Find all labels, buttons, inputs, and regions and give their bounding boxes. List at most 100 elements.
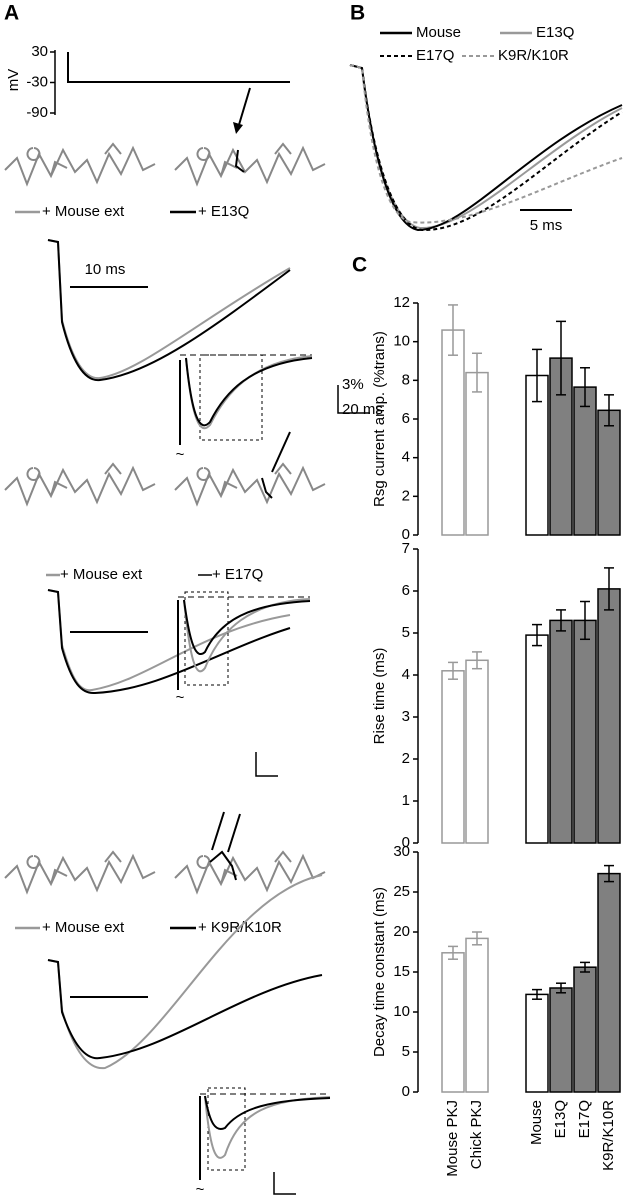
legend-label: E13Q [536, 24, 574, 41]
bar [441, 952, 465, 1093]
y-axis-label: Rise time (ms) [371, 648, 388, 745]
trace-set: ~ [47, 874, 331, 1198]
legend-label: + E17Q [212, 566, 263, 583]
x-tick-label: E13Q [552, 1100, 569, 1138]
trace [204, 1095, 331, 1130]
panel-label: A [4, 2, 19, 25]
x-tick-label: K9R/K10R [600, 1100, 617, 1171]
molecule [4, 851, 156, 893]
trace [349, 64, 623, 224]
molecule [4, 143, 156, 185]
scale-label: 10 ms [85, 261, 126, 278]
bar [525, 634, 549, 844]
y-tick-label: -30 [26, 73, 48, 90]
molecule [4, 463, 156, 505]
y-tick-label: 2 [402, 487, 410, 504]
y-tick-label: 2 [402, 750, 410, 767]
axis-label: mV [5, 69, 22, 92]
y-tick-label: 25 [393, 883, 410, 900]
scale-label: 20 ms [342, 401, 383, 418]
legend-label: + E13Q [198, 203, 249, 220]
y-tick-label: 30 [31, 43, 48, 60]
legend-label: + Mouse ext [42, 203, 125, 220]
y-tick-label: 6 [402, 582, 410, 599]
bar [465, 937, 489, 1093]
bar [573, 966, 597, 1093]
y-tick-label: 20 [393, 923, 410, 940]
x-tick-label: Mouse [528, 1100, 545, 1145]
bar [549, 619, 573, 844]
break-mark: ~ [176, 446, 185, 463]
bar [573, 619, 597, 844]
protocol: mV [5, 50, 290, 134]
y-tick-label: 30 [393, 843, 410, 860]
trace [349, 64, 623, 232]
mutation [261, 477, 273, 499]
x-tick-label: E17Q [576, 1100, 593, 1138]
mutation [234, 149, 245, 173]
y-tick-label: 5 [402, 624, 410, 641]
y-tick-label: -90 [26, 104, 48, 121]
arrow [271, 431, 291, 473]
arrow [211, 811, 225, 851]
trace [185, 357, 313, 427]
trace-set: ~ [47, 589, 311, 777]
break-mark: ~ [196, 1181, 205, 1198]
arrow-head [233, 122, 243, 134]
panel-b: Mouse E13Q E17Q K9R/K10R 5 ms [349, 24, 623, 234]
bar [597, 872, 621, 1093]
trace [47, 874, 323, 1070]
break-mark: ~ [176, 689, 185, 706]
x-tick-label: Chick PKJ [468, 1100, 485, 1169]
molecule [174, 463, 326, 505]
bar [573, 386, 597, 536]
arrow [227, 813, 241, 853]
y-tick-label: 15 [393, 963, 410, 980]
bar [465, 659, 489, 844]
bar [441, 670, 465, 844]
trace [47, 589, 291, 695]
legend-label: + Mouse ext [42, 919, 125, 936]
y-tick-label: 4 [402, 666, 410, 683]
bar [525, 993, 549, 1093]
scale-bar [255, 752, 278, 777]
panel-label: B [350, 2, 365, 25]
trace [47, 239, 291, 382]
legend-label: + Mouse ext [60, 566, 143, 583]
trace [183, 599, 311, 655]
trace [349, 64, 623, 232]
y-tick-label: 0 [402, 834, 410, 851]
y-tick-label: 3 [402, 708, 410, 725]
bar [465, 371, 489, 536]
molecule [174, 851, 326, 893]
bar [441, 329, 465, 536]
y-tick-label: 7 [402, 540, 410, 557]
y-tick-label: 0 [402, 526, 410, 543]
y-tick-label: 6 [402, 410, 410, 427]
panel-label: C [352, 254, 367, 277]
trace [47, 959, 323, 1060]
trace [185, 355, 313, 430]
trace [349, 64, 623, 230]
legend-label: Mouse [416, 24, 461, 41]
trace-set: 10 ms 3% 20 ms ~ [47, 239, 383, 463]
y-tick-label: 10 [393, 333, 410, 350]
scale-bar [337, 385, 370, 414]
y-axis-label: Rsg current amp. (%trans) [371, 331, 388, 507]
voltage-step [67, 52, 290, 83]
legend-label: K9R/K10R [498, 47, 569, 64]
bar [597, 409, 621, 536]
y-axis-label: Decay time constant (ms) [371, 887, 388, 1057]
scale-label: 5 ms [530, 217, 563, 234]
y-tick-label: 0 [402, 1083, 410, 1100]
y-tick-label: 10 [393, 1003, 410, 1020]
inset-box [207, 1087, 246, 1171]
scale-bar [273, 1172, 296, 1195]
x-tick-label: Mouse PKJ [444, 1100, 461, 1177]
y-tick-label: 5 [402, 1043, 410, 1060]
inset-box [184, 591, 229, 686]
y-tick-label: 4 [402, 449, 410, 466]
arrow [237, 87, 251, 129]
